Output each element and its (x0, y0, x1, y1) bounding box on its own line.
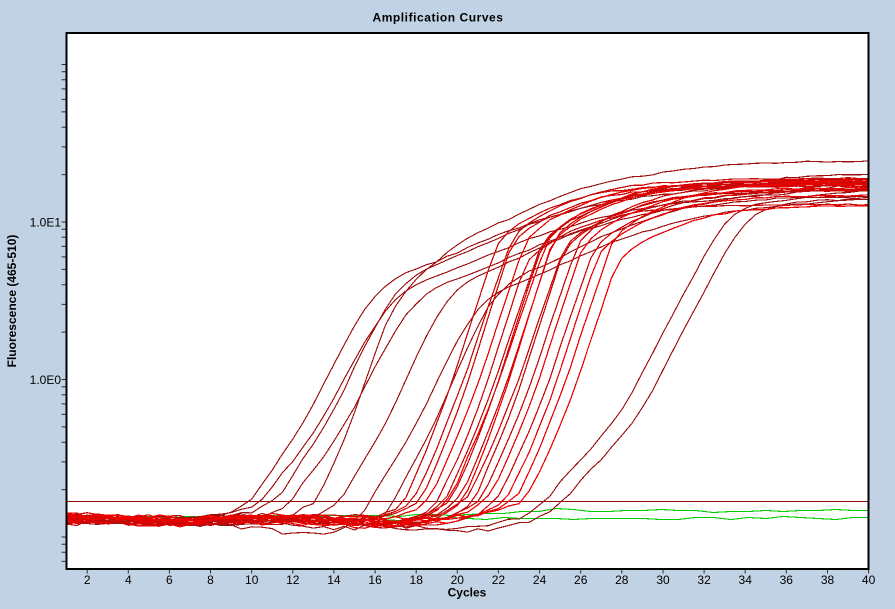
svg-text:16: 16 (368, 573, 382, 587)
svg-text:20: 20 (451, 573, 465, 587)
svg-text:34: 34 (739, 573, 753, 587)
svg-text:1.0E1: 1.0E1 (30, 216, 62, 230)
svg-text:12: 12 (286, 573, 300, 587)
svg-text:4: 4 (125, 573, 132, 587)
svg-text:28: 28 (615, 573, 629, 587)
svg-text:1.0E0: 1.0E0 (30, 373, 62, 387)
svg-text:24: 24 (533, 573, 547, 587)
svg-text:30: 30 (656, 573, 670, 587)
svg-text:32: 32 (697, 573, 711, 587)
svg-text:2: 2 (84, 573, 91, 587)
svg-text:6: 6 (166, 573, 173, 587)
svg-text:Amplification Curves: Amplification Curves (372, 11, 503, 25)
svg-text:14: 14 (327, 573, 341, 587)
svg-text:40: 40 (862, 573, 876, 587)
svg-text:8: 8 (207, 573, 214, 587)
svg-text:Fluorescence (465-510): Fluorescence (465-510) (5, 235, 19, 368)
svg-text:10: 10 (245, 573, 259, 587)
svg-text:36: 36 (780, 573, 794, 587)
svg-text:26: 26 (574, 573, 588, 587)
svg-text:18: 18 (410, 573, 424, 587)
svg-text:38: 38 (821, 573, 835, 587)
svg-text:Cycles: Cycles (448, 586, 487, 600)
svg-text:22: 22 (492, 573, 506, 587)
